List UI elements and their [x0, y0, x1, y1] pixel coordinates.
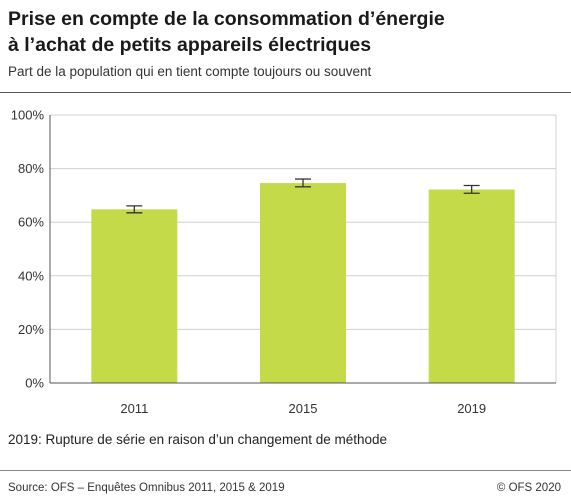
y-tick-label: 0% [25, 376, 44, 391]
footer-divider [0, 470, 571, 471]
x-tick-label: 2015 [289, 401, 318, 416]
chart-title: Prise en compte de la consommation d’éne… [8, 6, 563, 58]
chart-title-line-1: Prise en compte de la consommation d’éne… [8, 8, 445, 30]
y-tick-label: 80% [18, 161, 44, 176]
header-divider [0, 92, 571, 93]
x-tick-label: 2011 [120, 401, 148, 416]
bar [428, 189, 515, 383]
bar-chart: 0% 20% 40% 60% 80% 100% 2011 2015 2019 [11, 108, 557, 416]
bar [260, 183, 346, 383]
method-note: 2019: Rupture de série en raison d’un ch… [8, 432, 388, 447]
chart-title-line-2: à l’achat de petits appareils électrique… [8, 34, 372, 56]
chart-subtitle: Part de la population qui en tient compt… [8, 64, 372, 79]
y-tick-label: 20% [18, 322, 44, 337]
source-text: Source: OFS – Enquêtes Omnibus 2011, 201… [8, 482, 285, 494]
y-tick-label: 40% [18, 268, 44, 283]
y-tick-label: 100% [11, 108, 45, 123]
y-tick-label: 60% [18, 215, 44, 230]
bar [91, 209, 178, 383]
x-tick-label: 2019 [457, 401, 486, 416]
copyright-text: © OFS 2020 [496, 482, 561, 494]
